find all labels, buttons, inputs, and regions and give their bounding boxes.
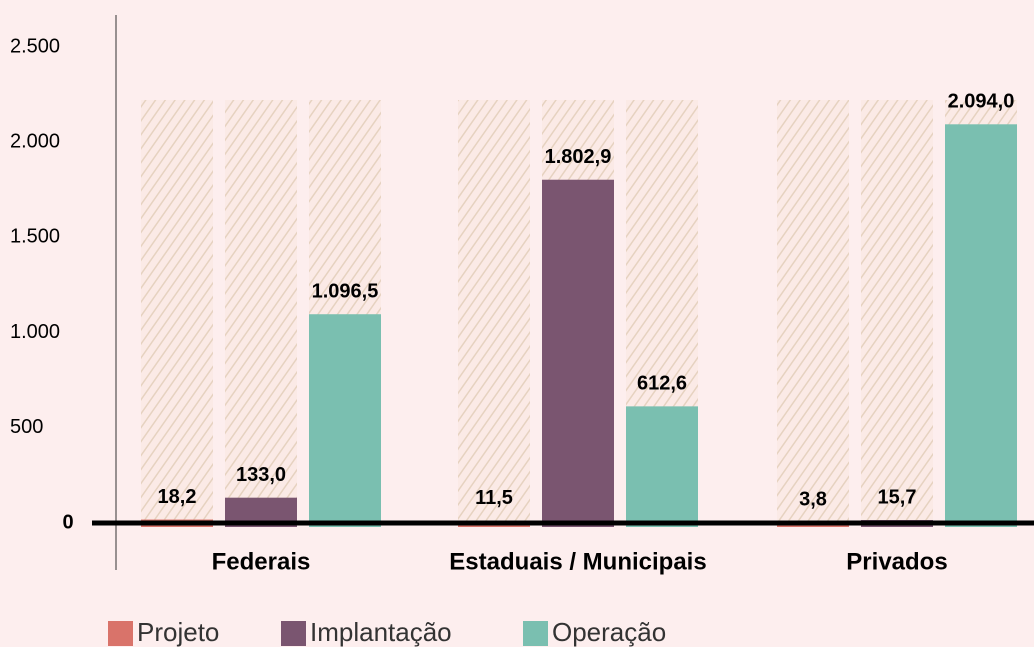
value-label: 3,8 bbox=[799, 489, 827, 511]
value-label: 15,7 bbox=[878, 486, 917, 508]
bar bbox=[309, 314, 381, 527]
x-tick-label: Privados bbox=[846, 548, 947, 575]
legend-label: Implantação bbox=[310, 617, 452, 647]
bar-background bbox=[225, 100, 297, 523]
y-tick-label: 2.000 bbox=[10, 130, 60, 152]
legend-swatch bbox=[281, 621, 306, 646]
bar-background bbox=[777, 100, 849, 523]
value-label: 133,0 bbox=[236, 464, 286, 486]
value-label: 2.094,0 bbox=[948, 91, 1015, 113]
value-label: 612,6 bbox=[637, 373, 687, 395]
value-label: 11,5 bbox=[475, 487, 513, 509]
value-label: 18,2 bbox=[158, 486, 197, 508]
y-tick-label: 1.500 bbox=[10, 226, 60, 248]
legend-label: Projeto bbox=[137, 617, 219, 647]
y-tick-label: 500 bbox=[10, 416, 43, 438]
legend-swatch bbox=[523, 621, 548, 646]
y-tick-label: 0 bbox=[62, 511, 73, 533]
bar bbox=[626, 406, 698, 527]
x-tick-label: Estaduais / Municipais bbox=[449, 548, 706, 575]
legend-swatch bbox=[108, 621, 133, 646]
x-tick-label: Federais bbox=[212, 548, 311, 575]
legend-label: Operação bbox=[552, 617, 666, 647]
bar bbox=[542, 179, 614, 527]
y-tick-label: 2.500 bbox=[10, 35, 60, 57]
value-label: 1.096,5 bbox=[312, 281, 379, 303]
bar bbox=[945, 124, 1017, 527]
bar-background bbox=[458, 100, 530, 523]
bar-background bbox=[141, 100, 213, 523]
value-label: 1.802,9 bbox=[545, 146, 612, 168]
bar-background bbox=[861, 100, 933, 523]
y-tick-label: 1.000 bbox=[10, 321, 60, 343]
